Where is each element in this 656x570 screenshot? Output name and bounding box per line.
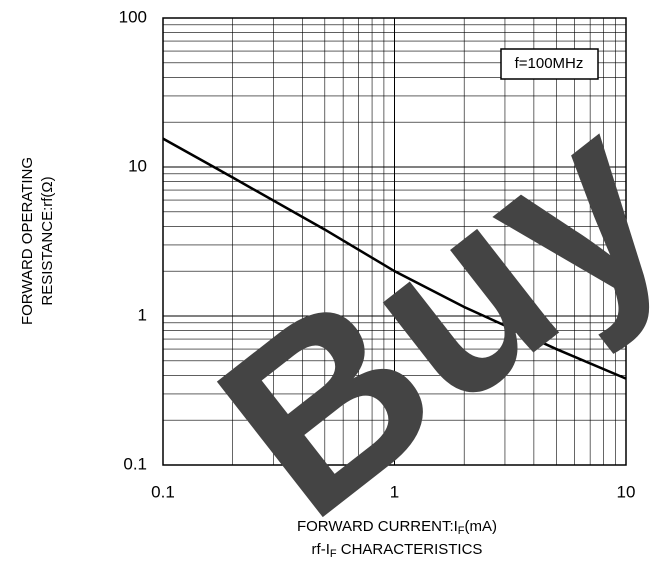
x-tick-label: 1	[390, 482, 399, 501]
chart-title: rf-IF CHARACTERISTICS	[312, 541, 483, 560]
plot-area	[162, 17, 627, 466]
y-tick-label: 0.1	[123, 454, 147, 473]
annotation-box	[500, 48, 599, 80]
x-axis-label: FORWARD CURRENT:IF(mA)	[297, 518, 497, 537]
y-tick-label: 10	[128, 156, 147, 175]
y-tick-label: 100	[119, 7, 147, 26]
data-line	[162, 137, 627, 380]
x-tick-label: 0.1	[151, 482, 175, 501]
y-tick-label: 1	[138, 305, 147, 324]
x-tick-label: 10	[617, 482, 636, 501]
annotation: f=100MHz	[515, 55, 584, 72]
y-axis-label: RESISTANCE:rf(Ω)	[39, 176, 56, 305]
watermark: Buy	[170, 59, 656, 570]
plot-frame	[162, 17, 627, 466]
y-axis-label: FORWARD OPERATING	[19, 157, 36, 325]
